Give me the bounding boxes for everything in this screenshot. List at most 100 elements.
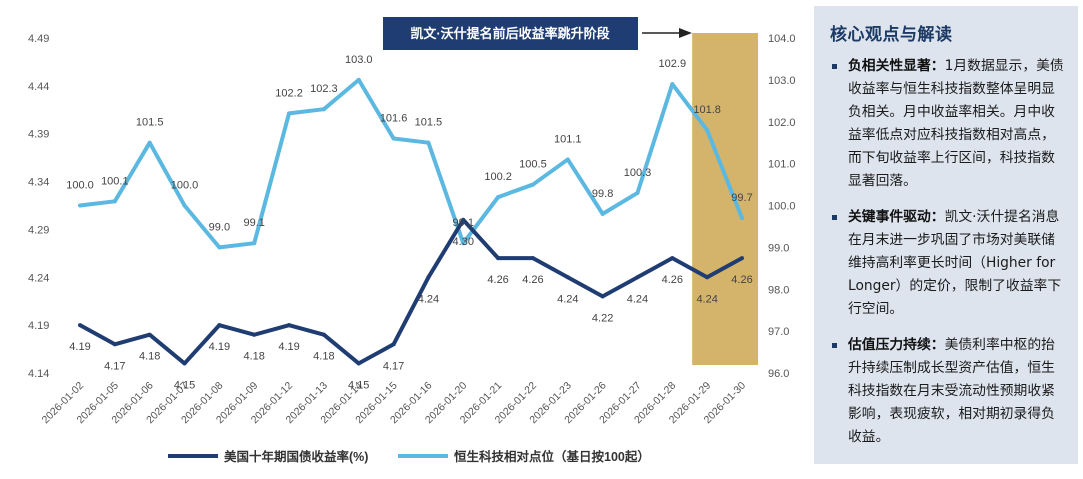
dual-axis-line-chart: 4.14 4.19 4.24 4.29 4.34 4.39 4.44 4.49 96.0 97.0…: [28, 17, 796, 464]
treasury-yield-point: [600, 294, 605, 299]
treasury-yield-point: [461, 217, 466, 222]
point-valuation-pressure: 估值压力持续：美债利率中枢的抬升持续压制成长型资产估值，恒生科技指数在月末受流动…: [830, 334, 1064, 449]
point-key-event: 关键事件驱动：凯文·沃什提名消息在月末进一步巩固了市场对美联储维持高利率更长时间…: [830, 206, 1064, 321]
point-heading: 关键事件驱动：: [848, 209, 945, 225]
right-axis-tick: 101.0: [768, 159, 796, 171]
hstech-data-label: 100.5: [519, 159, 547, 171]
hstech-data-label: 99.1: [453, 217, 474, 229]
treasury-yield-point: [565, 275, 570, 280]
hstech-point: [565, 157, 570, 162]
hstech-data-label: 100.0: [66, 180, 94, 192]
left-axis-tick: 4.34: [28, 177, 49, 189]
treasury-yield-point: [705, 275, 710, 280]
treasury-yield-data-label: 4.17: [383, 360, 404, 372]
annotation-arrowhead-icon: [679, 28, 692, 38]
hstech-point: [496, 195, 501, 200]
hstech-point: [530, 182, 535, 187]
treasury-yield-data-label: 4.26: [522, 274, 543, 286]
hstech-data-label: 101.8: [693, 104, 721, 116]
treasury-yield-point: [670, 256, 675, 261]
right-axis-tick: 104.0: [768, 33, 796, 45]
treasury-yield-point: [496, 256, 501, 261]
treasury-yield-point: [356, 361, 361, 366]
treasury-yield-point: [391, 342, 396, 347]
hstech-point: [356, 77, 361, 82]
hstech-point: [112, 199, 117, 204]
left-axis-tick: 4.19: [28, 320, 49, 332]
right-axis-tick: 96.0: [768, 368, 789, 380]
treasury-yield-data-label: 4.24: [418, 293, 439, 305]
right-axis-tick: 100.0: [768, 201, 796, 213]
annotation-box: [383, 17, 638, 50]
treasury-yield-point: [530, 256, 535, 261]
highlight-band: [692, 33, 758, 365]
hstech-data-label: 102.9: [659, 58, 687, 70]
treasury-yield-point: [426, 275, 431, 280]
hstech-point: [600, 211, 605, 216]
right-axis-tick: 98.0: [768, 284, 789, 296]
right-axis-tick: 97.0: [768, 326, 789, 338]
treasury-yield-data-label: 4.19: [209, 341, 230, 353]
hstech-point: [182, 203, 187, 208]
treasury-yield-line: [79, 217, 743, 366]
commentary-panel: 核心观点与解读 负相关性显著：1月数据显示，美债收益率与恒生科技指数整体呈明显负…: [814, 6, 1078, 464]
hstech-point: [670, 82, 675, 87]
hstech-data-label: 100.0: [171, 180, 199, 192]
treasury-yield-data-label: 4.26: [662, 274, 683, 286]
hstech-data-label: 100.3: [624, 167, 652, 179]
treasury-yield-point: [287, 323, 292, 328]
hstech-point: [147, 140, 152, 145]
hstech-data-label: 101.5: [136, 117, 164, 129]
hstech-point: [391, 136, 396, 141]
bullet-icon: [832, 215, 837, 220]
hstech-point: [740, 216, 744, 221]
treasury-yield-data-label: 4.18: [139, 351, 160, 363]
hstech-point: [321, 107, 326, 112]
treasury-yield-point: [182, 361, 187, 366]
left-axis-tick: 4.39: [28, 129, 49, 141]
hstech-data-label: 102.2: [275, 87, 303, 99]
treasury-yield-data-label: 4.24: [696, 293, 717, 305]
hstech-point: [217, 245, 222, 250]
treasury-yield-data-label: 4.24: [627, 293, 648, 305]
treasury-yield-data-label: 4.26: [487, 274, 508, 286]
point-negative-correlation: 负相关性显著：1月数据显示，美债收益率与恒生科技指数整体呈明显负相关。月中收益率…: [830, 55, 1064, 193]
right-axis-tick: 103.0: [768, 75, 796, 87]
left-axis-tick: 4.44: [28, 81, 49, 93]
treasury-yield-data-label: 4.15: [174, 379, 195, 391]
hstech-data-label: 99.7: [731, 192, 752, 204]
hstech-data-label: 99.8: [592, 188, 613, 200]
treasury-yield-point: [147, 332, 152, 337]
treasury-yield-point: [252, 332, 257, 337]
treasury-yield-data-label: 4.26: [731, 274, 752, 286]
left-axis-tick: 4.14: [28, 368, 49, 380]
treasury-yield-point: [321, 332, 326, 337]
point-heading: 估值压力持续：: [848, 337, 945, 353]
hstech-point: [287, 111, 292, 116]
hstech-point: [461, 241, 466, 246]
legend-label-hstech: 恒生科技相对点位（基日按100起）: [454, 449, 650, 464]
hstech-point: [78, 203, 82, 208]
treasury-yield-data-label: 4.19: [278, 341, 299, 353]
bullet-icon: [832, 343, 837, 348]
treasury-yield-data-label: 4.24: [557, 293, 578, 305]
right-axis-tick: 99.0: [768, 242, 789, 254]
hstech-point: [635, 190, 640, 195]
hstech-data-label: 99.1: [243, 217, 264, 229]
treasury-yield-data-label: 4.22: [592, 312, 613, 324]
hstech-point: [705, 128, 710, 133]
hstech-point: [426, 140, 431, 145]
right-axis-tick: 102.0: [768, 117, 796, 129]
treasury-yield-data-label: 4.18: [243, 351, 264, 363]
treasury-yield-data-label: 4.15: [348, 379, 369, 391]
left-axis-tick: 4.49: [28, 33, 49, 45]
panel-title: 核心观点与解读: [830, 25, 953, 45]
hstech-data-label: 100.1: [101, 175, 129, 187]
annotation-text: 凯文·沃什提名前后收益率跳升阶段: [410, 26, 609, 41]
hstech-data-label: 101.5: [415, 117, 443, 129]
point-body: 1月数据显示，美债收益率与恒生科技指数整体呈明显负相关。月中收益率相关。月中收益…: [848, 58, 1064, 189]
hstech-data-label: 99.0: [209, 221, 230, 233]
treasury-yield-point: [740, 256, 744, 261]
left-axis-tick: 4.29: [28, 224, 49, 236]
hstech-data-label: 102.3: [310, 83, 338, 95]
